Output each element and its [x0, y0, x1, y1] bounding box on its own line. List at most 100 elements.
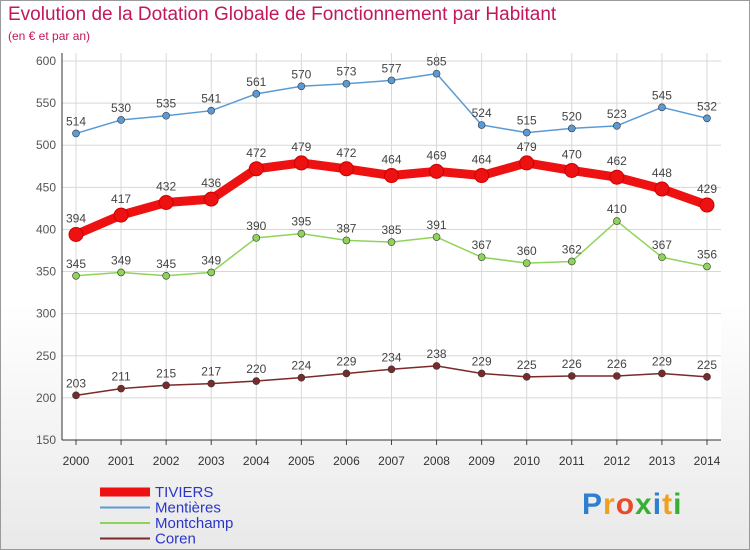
y-tick-label: 500	[36, 138, 56, 152]
data-label-coren: 220	[246, 362, 266, 376]
data-point-mentires	[613, 122, 621, 130]
data-point-coren	[613, 372, 621, 380]
logo-letter: x	[635, 488, 653, 521]
data-label-tiviers: 432	[156, 179, 176, 193]
legend-label-tiviers: TIVIERS	[155, 484, 213, 501]
data-point-tiviers	[203, 191, 219, 207]
x-tick-label: 2002	[153, 454, 180, 468]
data-label-montchamp: 345	[66, 257, 86, 271]
data-point-montchamp	[297, 229, 306, 238]
data-label-coren: 229	[336, 354, 356, 368]
data-label-coren: 226	[607, 357, 627, 371]
y-tick-label: 350	[36, 265, 56, 279]
data-label-montchamp: 387	[336, 221, 356, 235]
data-point-coren	[387, 365, 396, 374]
data-point-tiviers	[519, 155, 535, 171]
data-point-tiviers	[429, 163, 445, 179]
y-tick-label: 150	[36, 433, 56, 447]
data-label-montchamp: 391	[427, 218, 447, 232]
data-label-mentires: 524	[472, 106, 492, 120]
data-point-mentires	[297, 82, 306, 91]
data-point-montchamp	[658, 253, 666, 262]
data-label-tiviers: 429	[697, 182, 717, 196]
data-label-mentires: 545	[652, 88, 672, 102]
data-label-mentires: 514	[66, 114, 86, 128]
data-label-coren: 229	[472, 354, 492, 368]
data-point-montchamp	[477, 253, 486, 262]
data-point-coren	[252, 377, 261, 385]
data-point-coren	[658, 369, 666, 378]
proxiti-logo: Proxiti	[582, 488, 682, 522]
y-tick-label: 450	[36, 180, 56, 194]
data-point-coren	[703, 373, 711, 381]
data-label-mentires: 515	[517, 114, 537, 128]
x-tick-label: 2014	[694, 454, 721, 468]
data-point-mentires	[117, 116, 125, 124]
data-point-montchamp	[613, 217, 621, 225]
data-point-coren	[432, 362, 441, 370]
data-label-coren: 203	[66, 376, 86, 390]
x-tick-label: 2006	[333, 454, 360, 468]
data-point-mentires	[342, 79, 351, 88]
data-point-montchamp	[567, 257, 576, 266]
data-label-coren: 225	[517, 358, 537, 372]
y-tick-label: 250	[36, 349, 56, 363]
data-point-mentires	[658, 103, 666, 112]
data-label-coren: 234	[381, 350, 401, 364]
data-label-mentires: 530	[111, 101, 131, 115]
logo-letter: i	[673, 488, 683, 521]
data-point-montchamp	[252, 234, 261, 242]
data-label-tiviers: 462	[607, 154, 627, 168]
data-label-mentires: 577	[381, 61, 401, 75]
data-label-tiviers: 464	[472, 153, 492, 167]
data-point-coren	[207, 379, 216, 388]
x-tick-label: 2013	[649, 454, 676, 468]
data-point-coren	[72, 391, 80, 400]
data-point-mentires	[477, 121, 486, 129]
data-point-tiviers	[699, 197, 715, 213]
data-label-tiviers: 448	[652, 166, 672, 180]
data-label-mentires: 570	[291, 67, 311, 81]
data-label-tiviers: 464	[381, 153, 401, 167]
data-point-montchamp	[72, 271, 80, 280]
x-tick-label: 2007	[378, 454, 405, 468]
data-point-tiviers	[113, 207, 129, 223]
x-tick-label: 2008	[423, 454, 450, 468]
data-point-coren	[162, 381, 170, 390]
data-point-montchamp	[342, 236, 351, 245]
data-label-montchamp: 360	[517, 244, 537, 258]
data-point-coren	[117, 384, 125, 393]
data-point-tiviers	[384, 168, 399, 184]
y-tick-label: 400	[36, 222, 56, 236]
data-label-mentires: 523	[607, 107, 627, 121]
data-label-coren: 225	[697, 358, 717, 372]
x-tick-label: 2012	[604, 454, 631, 468]
data-point-tiviers	[474, 168, 490, 184]
data-label-tiviers: 470	[562, 147, 582, 161]
y-tick-label: 300	[36, 307, 56, 321]
data-label-montchamp: 395	[291, 215, 311, 229]
legend-label-montchamp: Montchamp	[155, 515, 233, 532]
data-label-tiviers: 472	[336, 146, 356, 160]
chart-title: Evolution de la Dotation Globale de Fonc…	[8, 4, 557, 25]
data-label-coren: 226	[562, 357, 582, 371]
data-label-mentires: 532	[697, 99, 717, 113]
data-label-montchamp: 362	[562, 242, 582, 256]
data-label-mentires: 520	[562, 109, 582, 123]
data-label-montchamp: 367	[652, 238, 672, 252]
data-point-mentires	[567, 124, 576, 133]
data-point-coren	[477, 369, 486, 378]
x-tick-label: 2001	[108, 454, 135, 468]
data-label-montchamp: 385	[381, 223, 401, 237]
data-label-mentires: 585	[427, 55, 447, 69]
data-point-montchamp	[432, 233, 441, 241]
chart-subtitle: (en € et par an)	[8, 29, 91, 43]
data-label-montchamp: 367	[472, 238, 492, 252]
logo-letter: t	[662, 488, 674, 521]
legend-label-coren: Coren	[155, 531, 196, 548]
data-label-tiviers: 394	[66, 211, 86, 225]
data-label-montchamp: 356	[697, 248, 717, 262]
data-label-montchamp: 345	[156, 257, 176, 271]
data-point-montchamp	[117, 268, 125, 277]
